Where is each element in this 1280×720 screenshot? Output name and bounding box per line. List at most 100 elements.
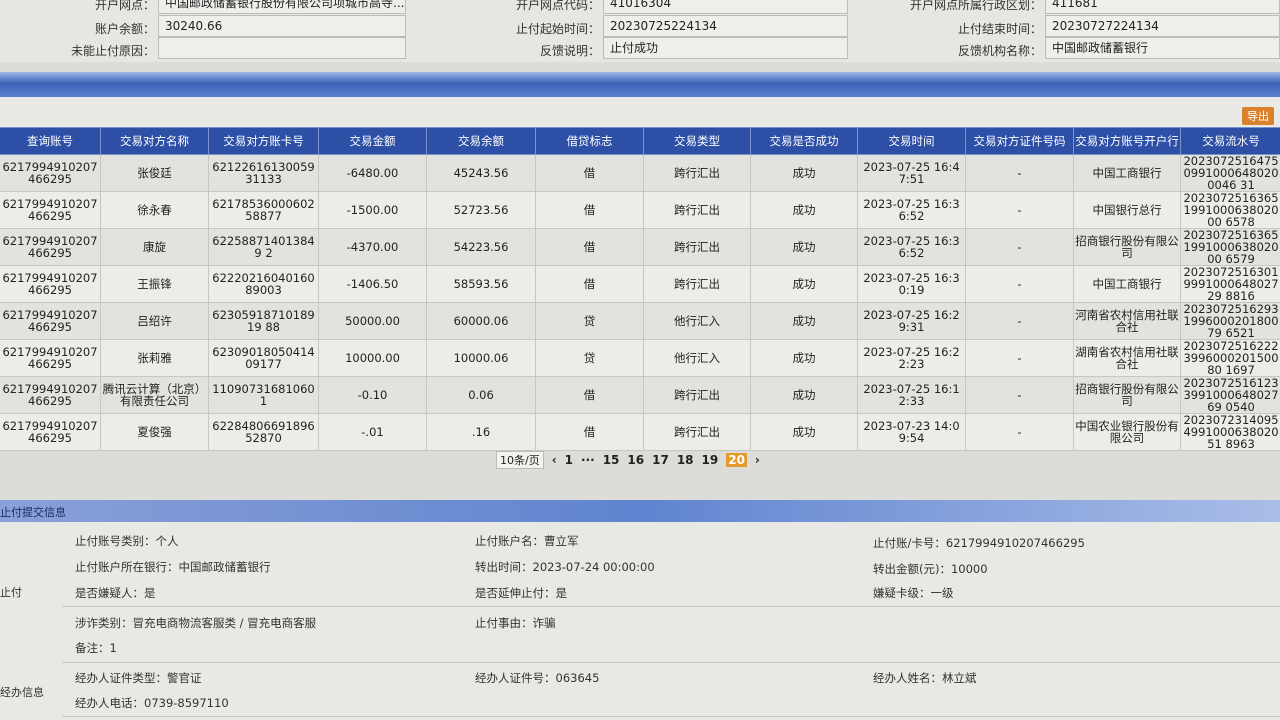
submit-field: 止付账/卡号：6217994910207466295 [873,536,1085,550]
column-header[interactable]: 交易金额 [318,127,427,155]
table-cell: 2023072516365199100063802000 6579 [1180,228,1280,266]
column-header[interactable]: 交易对方账号开户行 [1073,127,1181,155]
page-ellipsis[interactable]: ··· [581,453,595,467]
table-toolbar: 导出 [0,97,1280,127]
divider [62,662,1280,663]
page-size-select[interactable]: 10条/页 [496,451,544,469]
table-cell: 成功 [750,376,858,414]
table-cell: 贷 [535,302,644,340]
page-16[interactable]: 16 [627,453,645,467]
table-row[interactable]: 6217994910207466295 张俊廷 621226161300593113… [0,154,1280,192]
divider [62,716,1280,717]
table-cell: -4370.00 [318,228,427,266]
submit-field: 转出时间：2023-07-24 00:00:00 [475,560,655,574]
table-cell: 河南省农村信用社联合社 [1073,302,1181,340]
table-cell: 成功 [750,154,858,192]
table-cell: 0.06 [426,376,536,414]
table-cell: -.01 [318,413,427,451]
table-cell: 跨行汇出 [643,376,751,414]
table-cell: 徐永春 [100,191,209,229]
account-info-panel: 开户网点： 中国邮政储蓄银行股份有限公司项城市高寺... 开户网点代码： 410… [0,0,1280,62]
table-cell: -1500.00 [318,191,427,229]
table-cell: 中国工商银行 [1073,154,1181,192]
table-cell: 10000.06 [426,339,536,377]
label-feedback: 反馈说明： [539,44,600,58]
table-cell: 2023-07-25 16:47:51 [857,154,966,192]
table-cell: 6212261613005931133 [208,154,319,192]
value-feedback: 止付成功 [603,37,848,59]
table-cell: 110907316810601 [208,376,319,414]
label-end-time: 止付结束时间： [957,22,1042,36]
table-cell: 湖南省农村信用社联合社 [1073,339,1181,377]
page-20[interactable]: 20 [726,453,747,467]
table-cell: 6217994910207466295 [0,154,101,192]
table-cell: 2023-07-25 16:12:33 [857,376,966,414]
table-cell: 中国银行总行 [1073,191,1181,229]
submit-info-panel: 止付 经办信息 止付账号类别：个人 止付账户名：曹立军 止付账/卡号：6217994… [0,522,1280,720]
table-cell: 2023072516222399600020150080 1697 [1180,339,1280,377]
table-row[interactable]: 6217994910207466295 王振锋 622202160401608900… [0,265,1280,303]
column-header[interactable]: 交易余额 [426,127,536,155]
submit-field: 止付账户所在银行：中国邮政储蓄银行 [75,560,271,574]
table-cell: 成功 [750,191,858,229]
table-cell: 他行汇入 [643,302,751,340]
column-header[interactable]: 借贷标志 [535,127,644,155]
page-18[interactable]: 18 [676,453,694,467]
value-end-time: 20230727224134 [1045,15,1280,37]
table-row[interactable]: 6217994910207466295 夏俊强 622848066918965287… [0,413,1280,451]
column-header[interactable]: 交易类型 [643,127,751,155]
submit-field: 备注：1 [75,641,117,655]
table-cell: - [965,376,1074,414]
table-cell: 6217994910207466295 [0,339,101,377]
table-cell: - [965,265,1074,303]
table-cell: 成功 [750,265,858,303]
table-cell: 借 [535,154,644,192]
table-cell: 6217994910207466295 [0,302,101,340]
page-19[interactable]: 19 [701,453,719,467]
table-row[interactable]: 6217994910207466295 徐永春 621785360006025887… [0,191,1280,229]
table-cell: 52723.56 [426,191,536,229]
value-district: 411681 [1045,0,1280,14]
table-cell: 2023-07-25 16:36:52 [857,228,966,266]
table-cell: - [965,191,1074,229]
table-cell: 腾讯云计算（北京）有限责任公司 [100,376,209,414]
value-branch: 中国邮政储蓄银行股份有限公司项城市高寺... [158,0,406,14]
submit-field: 经办人电话：0739-8597110 [75,696,229,710]
table-row[interactable]: 6217994910207466295 张莉雅 623090180504140917… [0,339,1280,377]
table-row[interactable]: 6217994910207466295 腾讯云计算（北京）有限责任公司 110907… [0,376,1280,414]
page-15[interactable]: 15 [602,453,620,467]
table-cell: 2023072516365199100063802000 6578 [1180,191,1280,229]
table-cell: 王振锋 [100,265,209,303]
column-header[interactable]: 查询账号 [0,127,101,155]
section-header-bar [0,72,1280,97]
table-cell: 58593.56 [426,265,536,303]
prev-page-button[interactable]: ‹ [551,453,557,467]
next-page-button[interactable]: › [754,453,760,467]
export-button[interactable]: 导出 [1242,107,1274,125]
column-header[interactable]: 交易流水号 [1180,127,1280,155]
column-header[interactable]: 交易对方名称 [100,127,209,155]
table-row[interactable]: 6217994910207466295 吕绍许 6230591871018919 8… [0,302,1280,340]
table-row[interactable]: 6217994910207466295 康旋 622588714013849 2 -4… [0,228,1280,266]
submit-field: 止付账户名：曹立军 [475,534,579,548]
table-cell: .16 [426,413,536,451]
table-cell: 6217853600060258877 [208,191,319,229]
table-cell: 中国农业银行股份有限公司 [1073,413,1181,451]
table-cell: 6217994910207466295 [0,413,101,451]
table-cell: 吕绍许 [100,302,209,340]
column-header[interactable]: 交易时间 [857,127,966,155]
column-header[interactable]: 交易对方证件号码 [965,127,1074,155]
table-cell: - [965,228,1074,266]
page-17[interactable]: 17 [652,453,669,467]
table-cell: 6222021604016089003 [208,265,319,303]
table-cell: 2023072516293199600020180079 6521 [1180,302,1280,340]
table-cell: - [965,154,1074,192]
page-1[interactable]: 1 [564,453,574,467]
table-cell: 202307251647509910006480200046 31 [1180,154,1280,192]
value-fail-reason [158,37,406,59]
table-cell: 6230591871018919 88 [208,302,319,340]
column-header[interactable]: 交易是否成功 [750,127,858,155]
table-cell: 6217994910207466295 [0,191,101,229]
column-header[interactable]: 交易对方账卡号 [208,127,319,155]
table-cell: 6230901805041409177 [208,339,319,377]
